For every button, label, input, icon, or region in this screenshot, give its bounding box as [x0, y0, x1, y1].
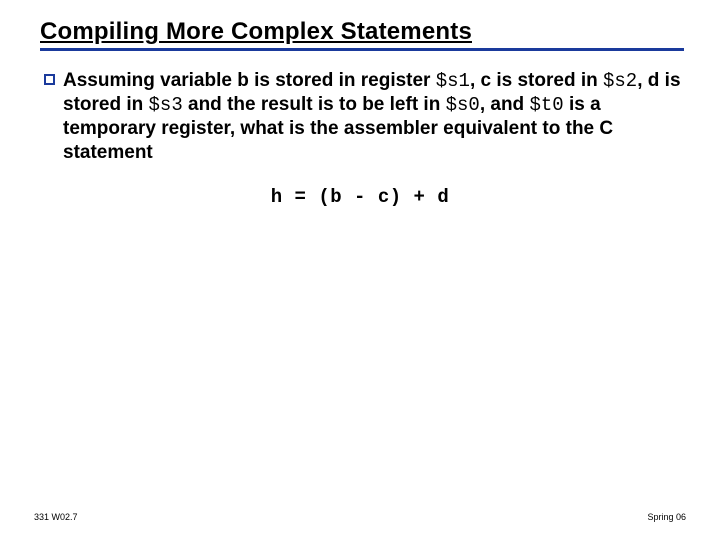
register-token: $s3 — [149, 94, 183, 116]
register-token: $s2 — [603, 70, 637, 92]
bullet-item: Assuming variable b is stored in registe… — [34, 69, 686, 164]
slide-title: Compiling More Complex Statements — [40, 18, 472, 45]
register-token: $s1 — [436, 70, 470, 92]
register-token: $t0 — [529, 94, 563, 116]
text-token: , and — [480, 94, 530, 115]
code-expression: h = (b - c) + d — [34, 186, 686, 208]
text-token: and the result is to be left in — [183, 94, 446, 115]
register-token: $s0 — [446, 94, 480, 116]
footer-right: Spring 06 — [647, 512, 686, 522]
slide: Compiling More Complex Statements Assumi… — [0, 0, 720, 540]
bullet-text: Assuming variable b is stored in registe… — [63, 69, 686, 164]
square-bullet-icon — [44, 74, 55, 85]
text-token: , c is stored in — [470, 70, 603, 91]
text-token: Assuming variable b is stored in registe… — [63, 70, 436, 91]
title-underline: Compiling More Complex Statements — [40, 18, 684, 51]
slide-body: Assuming variable b is stored in registe… — [34, 69, 686, 208]
footer-left: 331 W02.7 — [34, 512, 78, 522]
